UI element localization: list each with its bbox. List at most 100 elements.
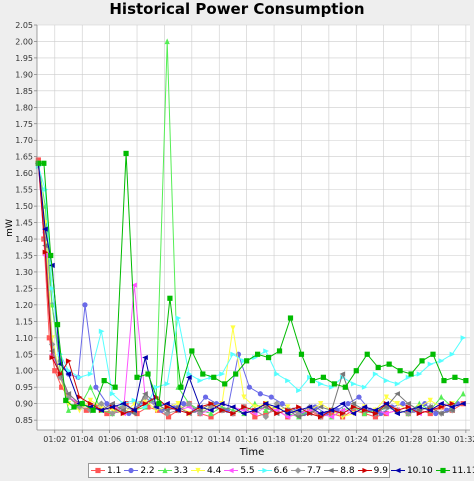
y-tick-label: 1.75 (15, 120, 33, 129)
data-point (145, 371, 151, 377)
x-tick-label: 01:08 (125, 435, 148, 444)
data-point (76, 407, 83, 414)
legend-label: 7.7 (306, 465, 322, 476)
data-point (164, 38, 170, 45)
data-point (241, 394, 247, 401)
axes: 0.85 0.90 0.95 1.00 1.05 1.10 1.15 1.20 1.25 1.30… (15, 21, 474, 444)
y-tick-label: 1.95 (15, 54, 33, 63)
data-point (189, 348, 195, 354)
legend-item: 4.4 (190, 466, 221, 476)
data-point (229, 404, 236, 410)
data-point (372, 410, 379, 417)
data-point (79, 401, 85, 407)
data-point (273, 407, 280, 413)
series-10-10 (35, 160, 466, 417)
x-tick-label: 01:14 (208, 435, 231, 444)
data-point (196, 407, 203, 413)
data-point (49, 285, 56, 292)
data-point (156, 401, 162, 407)
y-tick-label: 2.05 (15, 21, 33, 30)
legend-swatch (324, 467, 339, 474)
data-point (263, 348, 269, 354)
data-point (449, 407, 455, 413)
data-point (273, 404, 280, 410)
legend-swatch (224, 467, 239, 474)
x-tick-label: 01:26 (372, 435, 395, 444)
legend-swatch (357, 467, 372, 474)
x-tick-label: 01:12 (180, 435, 203, 444)
data-point (427, 404, 433, 410)
data-point (284, 410, 291, 417)
data-point (296, 387, 302, 394)
data-point (41, 160, 47, 166)
data-point (101, 378, 107, 384)
data-point (400, 401, 406, 407)
y-tick-label: 1.90 (15, 70, 33, 79)
data-point (342, 384, 348, 390)
data-point (98, 400, 105, 407)
data-point (57, 371, 64, 377)
data-point (87, 397, 94, 404)
legend-swatch (124, 467, 139, 474)
data-point (175, 315, 182, 321)
legend-item: 3.3 (157, 465, 188, 476)
data-point (427, 397, 433, 404)
y-tick-label: 1.65 (15, 153, 33, 162)
legend-marker (162, 467, 168, 474)
data-point (339, 414, 346, 420)
legend-label: 3.3 (173, 465, 188, 476)
data-point (65, 358, 72, 364)
data-point (255, 351, 261, 357)
data-point (350, 401, 357, 407)
data-point (405, 404, 412, 410)
data-point (427, 410, 433, 417)
data-point (123, 150, 129, 157)
data-point (383, 410, 390, 417)
data-point (82, 302, 88, 308)
data-point (306, 404, 313, 410)
data-point (164, 404, 171, 410)
data-point (356, 394, 362, 400)
data-point (408, 371, 414, 377)
data-point (98, 407, 105, 413)
data-point (109, 410, 116, 417)
data-point (427, 361, 434, 367)
data-point (131, 282, 137, 288)
data-point (295, 414, 302, 420)
data-point (460, 390, 466, 397)
data-point (463, 378, 469, 384)
legend-label: 9.9 (373, 465, 388, 476)
data-point (65, 371, 72, 377)
data-point (54, 322, 61, 328)
data-point (397, 368, 403, 374)
y-tick-label: 1.05 (15, 350, 33, 359)
data-point (109, 404, 115, 410)
data-point (87, 401, 94, 407)
data-point (219, 407, 226, 413)
data-point (219, 371, 226, 377)
data-point (307, 374, 313, 380)
data-point (49, 301, 55, 308)
data-point (109, 391, 116, 397)
data-point (142, 354, 148, 361)
x-tick-label: 01:30 (427, 435, 450, 444)
data-point (361, 407, 368, 413)
data-point (230, 410, 237, 417)
data-point (222, 381, 228, 387)
data-point (287, 315, 294, 321)
data-point (386, 361, 392, 367)
data-point (134, 410, 140, 417)
y-tick-label: 1.10 (15, 334, 33, 343)
legend-marker (440, 467, 446, 474)
data-point (142, 401, 149, 407)
data-point (233, 371, 239, 377)
data-point (42, 226, 48, 232)
y-tick-label: 1.45 (15, 219, 33, 228)
data-point (59, 384, 65, 390)
data-point (405, 374, 412, 380)
data-point (419, 358, 425, 364)
x-axis-label: Time (239, 447, 264, 458)
data-point (405, 407, 411, 413)
legend-marker (262, 467, 268, 474)
y-tick-label: 1.00 (15, 367, 33, 376)
